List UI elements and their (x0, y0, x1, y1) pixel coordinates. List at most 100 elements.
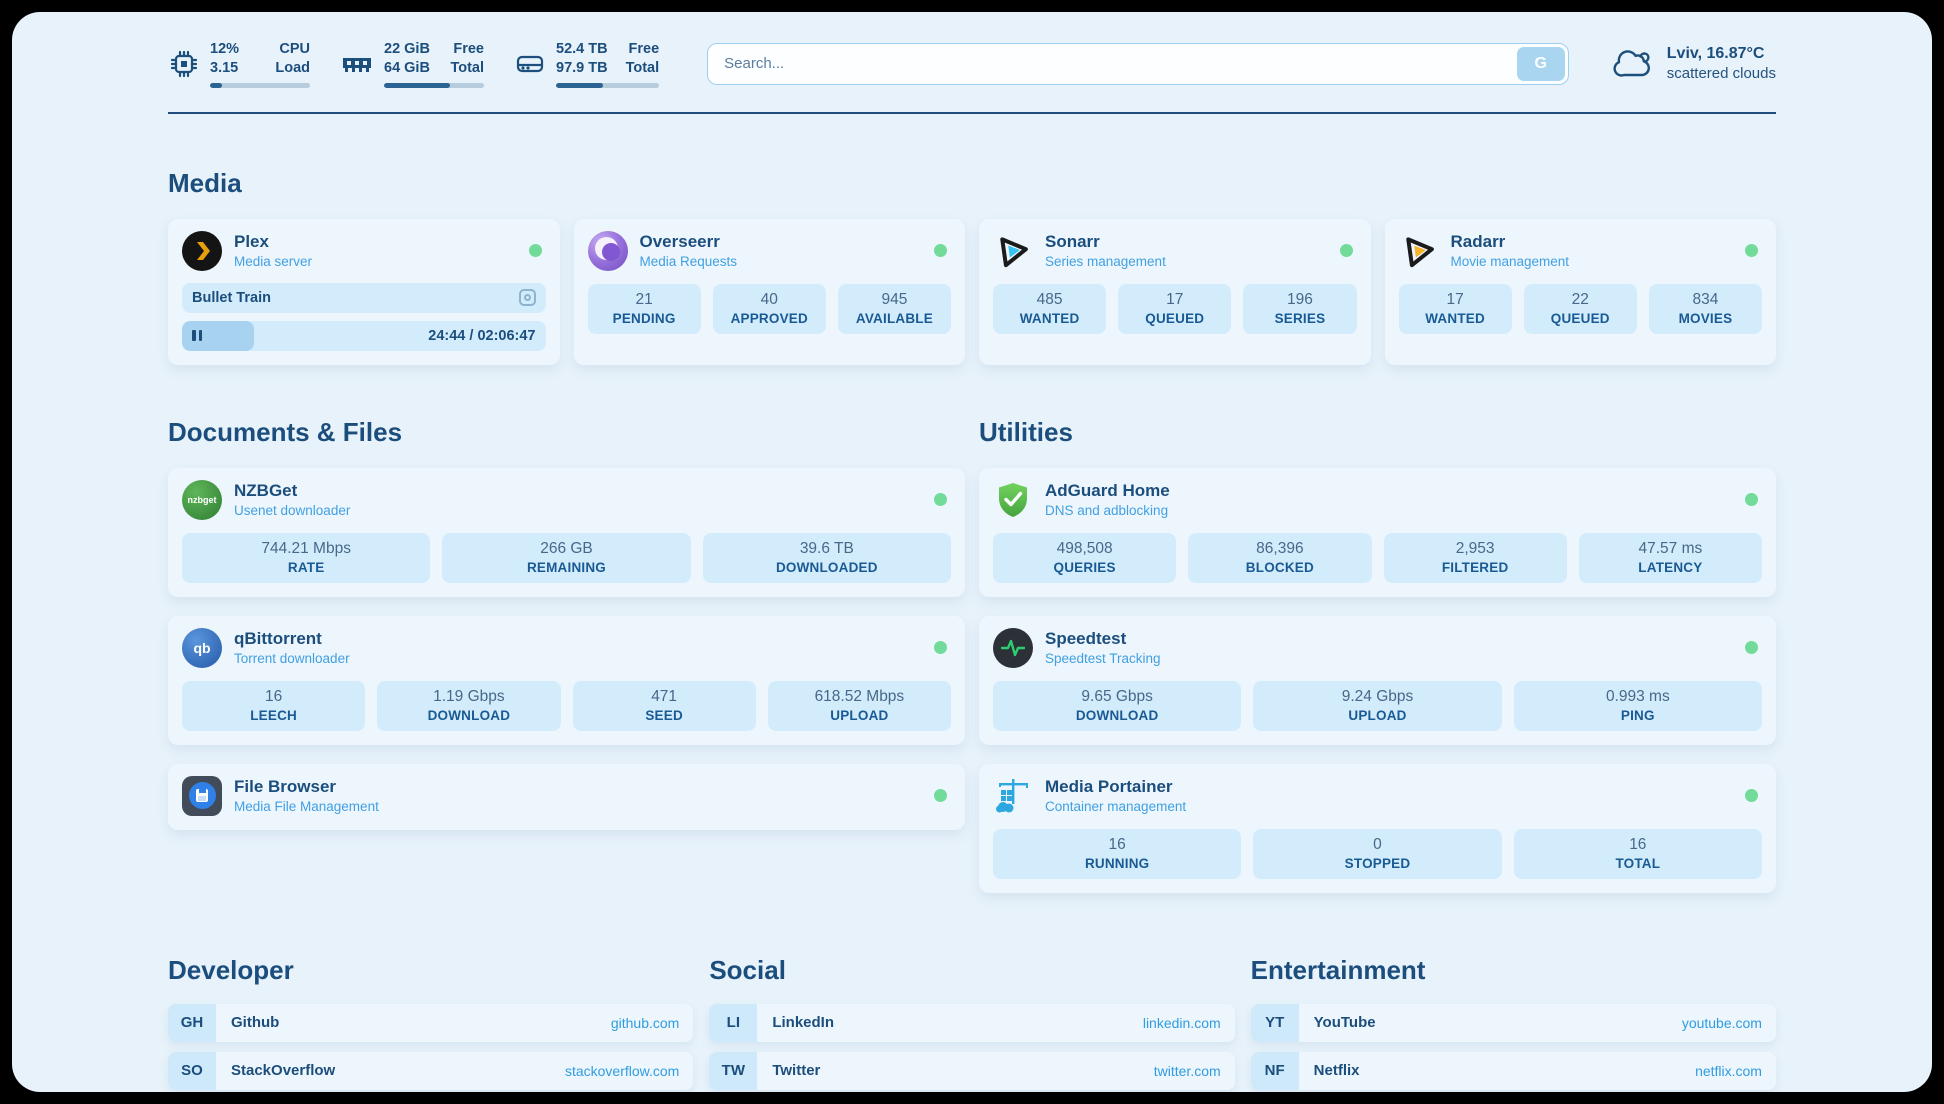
service-card-nzbget[interactable]: nzbget NZBGet Usenet downloader 744.21 M… (168, 467, 965, 597)
disk-progress-track (556, 82, 660, 88)
now-playing-row: Bullet Train (182, 282, 546, 313)
stat-pending: 21 PENDING (587, 283, 701, 334)
link-url: github.com (610, 1014, 680, 1031)
service-card-qbittorrent[interactable]: qb qBittorrent Torrent downloader 16 LEE… (168, 615, 965, 745)
service-subtitle: Torrent downloader (234, 651, 350, 667)
stat-movies: 834 MOVIES (1648, 283, 1763, 334)
stat-upload: 618.52 Mbps UPLOAD (767, 680, 951, 731)
media-cards-row: Plex Media server Bullet Train 24:44 / 0… (168, 218, 1776, 365)
cpu-loadavg: 3.15 (210, 59, 239, 76)
filebrowser-icon (182, 775, 222, 816)
weather-location-temp: Lviv, 16.87°C (1666, 45, 1765, 63)
link-tag: NF (1250, 1051, 1299, 1090)
service-name: Sonarr (1045, 232, 1100, 252)
stat-latency: 47.57 ms LATENCY (1578, 532, 1762, 583)
service-subtitle: Usenet downloader (234, 503, 351, 519)
header-divider (168, 111, 1776, 114)
service-subtitle: Media Requests (639, 254, 738, 270)
stat-queries: 498,508 QUERIES (993, 532, 1177, 583)
disk-free: 52.4 TB (556, 41, 608, 57)
stat-queued: 17 QUEUED (1118, 283, 1232, 334)
speedtest-icon (993, 627, 1033, 668)
section-title-media: Media (168, 167, 242, 198)
disk-stat: 52.4 TB 97.9 TB Free Total (514, 40, 660, 88)
service-name: File Browser (234, 777, 337, 797)
service-name: Overseerr (639, 232, 720, 252)
ram-progress-fill (384, 82, 450, 88)
portainer-crane-icon (993, 776, 1033, 816)
link-url: twitter.com (1153, 1062, 1221, 1079)
weather-widget: Lviv, 16.87°C scattered clouds (1613, 45, 1776, 82)
ram-label-top: Free (453, 41, 484, 57)
ram-icon (343, 57, 371, 72)
link-url: linkedin.com (1142, 1014, 1221, 1031)
stat-downloaded: 39.6 TB DOWNLOADED (702, 532, 951, 583)
link-name: Netflix (1313, 1062, 1360, 1080)
status-dot (1339, 244, 1353, 258)
stat-blocked: 86,396 BLOCKED (1188, 532, 1372, 583)
service-card-radarr[interactable]: Radarr Movie management 17 WANTED 22 QUE… (1384, 218, 1776, 365)
now-playing-title: Bullet Train (192, 289, 271, 306)
service-card-filebrowser[interactable]: File Browser Media File Management (168, 763, 965, 830)
link-youtube[interactable]: YT YouTube youtube.com (1250, 1003, 1776, 1042)
weather-condition: scattered clouds (1666, 65, 1776, 83)
link-name: Twitter (772, 1062, 821, 1080)
stat-series: 196 SERIES (1243, 283, 1357, 334)
link-tag: TW (709, 1051, 758, 1090)
link-url: youtube.com (1681, 1014, 1762, 1031)
service-card-plex[interactable]: Plex Media server Bullet Train 24:44 / 0… (168, 218, 560, 365)
disk-label-top: Free (628, 41, 660, 57)
overseerr-icon (587, 230, 628, 271)
status-dot (528, 244, 542, 258)
link-linkedin[interactable]: LI LinkedIn linkedin.com (709, 1003, 1235, 1042)
status-dot (934, 641, 947, 655)
link-tag: YT (1250, 1003, 1299, 1042)
status-dot (934, 244, 947, 258)
link-name: YouTube (1313, 1014, 1376, 1032)
disk-total: 97.9 TB (556, 59, 608, 76)
adguard-icon (993, 480, 1033, 520)
search-engine-button[interactable]: G (1516, 46, 1565, 81)
service-card-speedtest[interactable]: Speedtest Speedtest Tracking 9.65 Gbps D… (979, 615, 1776, 745)
stat-approved: 40 APPROVED (712, 283, 826, 334)
utilities-column: AdGuard Home DNS and adblocking 498,508 … (979, 467, 1776, 893)
status-dot (1745, 641, 1758, 655)
service-name: Radarr (1450, 232, 1506, 252)
link-tag: LI (709, 1003, 758, 1042)
link-twitter[interactable]: TW Twitter twitter.com (709, 1051, 1235, 1090)
service-card-sonarr[interactable]: Sonarr Series management 485 WANTED 17 Q… (979, 218, 1371, 365)
stat-queued: 22 QUEUED (1523, 283, 1637, 334)
link-github[interactable]: GH Github github.com (168, 1003, 694, 1042)
documents-column: nzbget NZBGet Usenet downloader 744.21 M… (168, 467, 965, 830)
stat-total: 16 TOTAL (1513, 828, 1762, 879)
pause-icon (192, 330, 202, 342)
service-card-overseerr[interactable]: Overseerr Media Requests 21 PENDING 40 A… (573, 218, 965, 365)
service-subtitle: Media server (234, 254, 313, 270)
stat-stopped: 0 STOPPED (1253, 828, 1502, 879)
section-title-utilities: Utilities (979, 416, 1073, 447)
link-name: Github (231, 1014, 280, 1032)
cpu-label-top: CPU (279, 41, 310, 57)
status-dot (1745, 244, 1758, 258)
disk-label-bottom: Total (625, 59, 660, 76)
status-dot (1745, 493, 1758, 507)
status-dot (1745, 789, 1758, 803)
service-name: Speedtest (1045, 629, 1127, 649)
stat-upload: 9.24 Gbps UPLOAD (1253, 680, 1502, 731)
service-name: Media Portainer (1045, 777, 1173, 797)
stat-available: 945 AVAILABLE (837, 283, 952, 334)
social-links-column: Social LI LinkedIn linkedin.com TW Twitt… (709, 955, 1235, 1092)
developer-links-column: Developer GH Github github.com SO StackO… (168, 955, 694, 1092)
link-url: stackoverflow.com (564, 1062, 680, 1079)
link-url: netflix.com (1695, 1062, 1762, 1079)
search-input[interactable] (707, 42, 1569, 85)
service-subtitle: DNS and adblocking (1045, 503, 1169, 519)
service-card-portainer[interactable]: Media Portainer Container management 16 … (979, 763, 1776, 893)
service-subtitle: Series management (1045, 254, 1166, 270)
service-name: Plex (234, 232, 269, 252)
stat-download: 1.19 Gbps DOWNLOAD (377, 680, 561, 731)
link-netflix[interactable]: NF Netflix netflix.com (1250, 1051, 1776, 1090)
link-name: StackOverflow (231, 1062, 336, 1080)
link-stackoverflow[interactable]: SO StackOverflow stackoverflow.com (168, 1051, 694, 1090)
service-card-adguard[interactable]: AdGuard Home DNS and adblocking 498,508 … (979, 467, 1776, 597)
